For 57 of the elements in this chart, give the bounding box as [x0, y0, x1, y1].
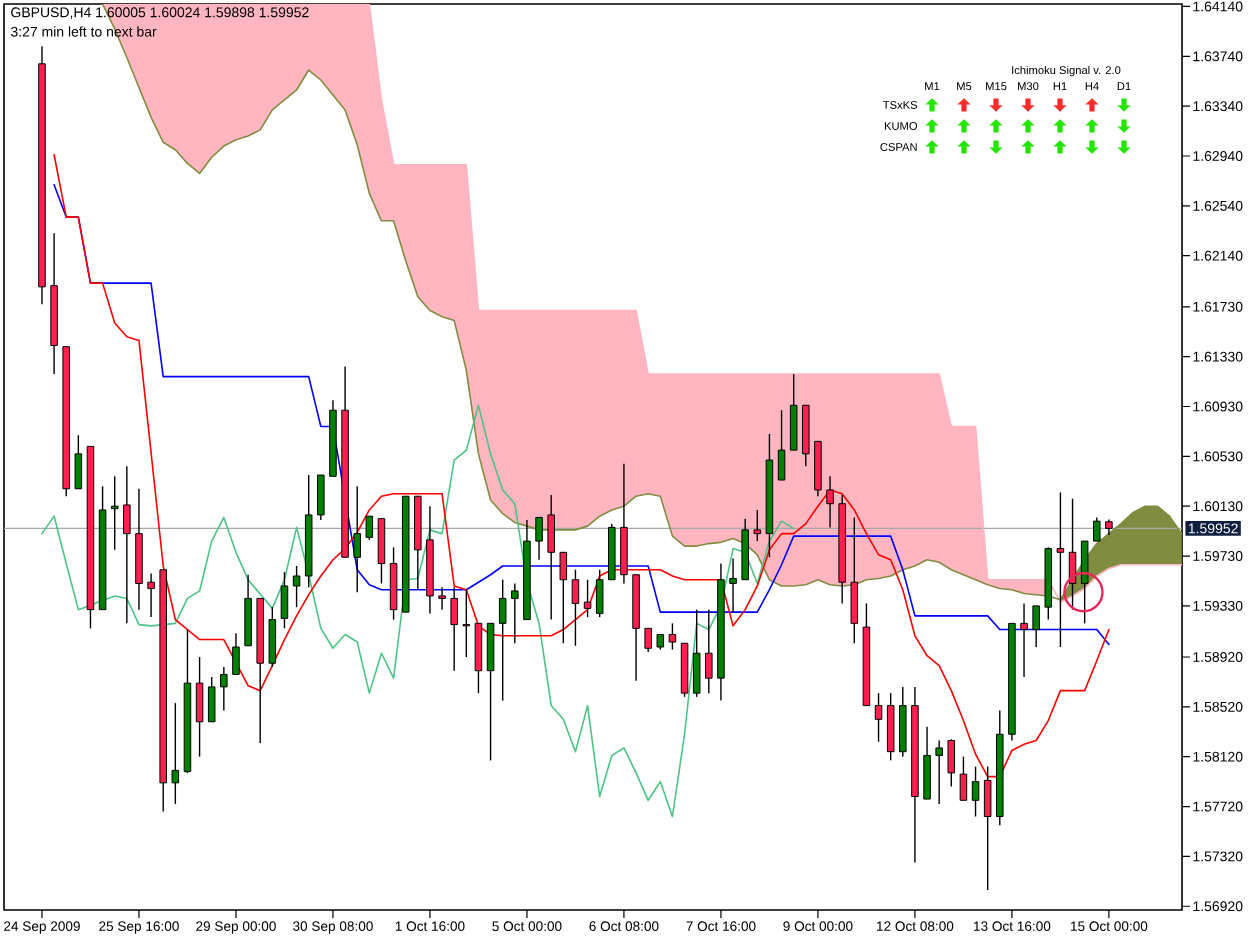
candlestick	[874, 692, 883, 743]
candlestick	[123, 465, 131, 625]
candlestick	[1080, 540, 1089, 625]
candlestick	[292, 565, 301, 608]
candlestick	[268, 606, 277, 668]
candlestick	[486, 622, 495, 762]
candlestick	[935, 739, 943, 805]
candlestick	[947, 738, 956, 788]
candlestick	[644, 627, 652, 653]
candlestick	[147, 572, 155, 618]
candlestick	[1056, 491, 1065, 648]
candlestick	[1032, 605, 1040, 648]
candlestick	[365, 515, 374, 541]
candlestick	[777, 409, 786, 481]
candlestick	[1020, 602, 1028, 678]
candlestick	[850, 516, 859, 644]
candlestick	[971, 765, 980, 818]
candlestick	[1093, 516, 1101, 542]
candlestick	[899, 686, 907, 758]
candlestick	[74, 434, 83, 490]
candlestick	[389, 546, 398, 621]
candlestick	[511, 582, 519, 644]
candlestick	[232, 632, 240, 676]
candlestick	[923, 726, 931, 800]
candlestick	[195, 656, 204, 758]
candlestick	[462, 589, 471, 658]
candlestick	[535, 516, 543, 561]
candlestick	[571, 569, 580, 647]
candlestick	[450, 586, 458, 672]
candlestick	[583, 579, 592, 618]
candlestick	[207, 676, 216, 723]
candlestick	[692, 608, 701, 698]
candlestick	[620, 463, 628, 585]
candlestick	[280, 571, 289, 630]
candlestick	[171, 702, 180, 805]
candlestick	[826, 475, 834, 529]
candlestick	[983, 765, 992, 891]
candlestick	[959, 755, 968, 801]
candlestick	[789, 373, 798, 451]
candlestick	[317, 474, 325, 521]
candlestick	[244, 574, 252, 647]
candlestick	[886, 692, 895, 762]
candlestick	[547, 494, 555, 621]
candlestick	[498, 579, 507, 702]
line-series	[41, 404, 795, 818]
candlestick	[474, 622, 483, 694]
candlestick	[595, 569, 604, 618]
candlestick	[753, 509, 762, 542]
candlestick	[377, 517, 386, 585]
candlestick	[438, 586, 446, 611]
candlestick	[559, 551, 568, 644]
candlestick	[220, 666, 228, 712]
candlestick	[705, 608, 713, 694]
candlestick	[729, 557, 737, 613]
candlestick	[353, 485, 361, 593]
candlestick	[668, 622, 677, 651]
candlestick	[110, 475, 119, 551]
